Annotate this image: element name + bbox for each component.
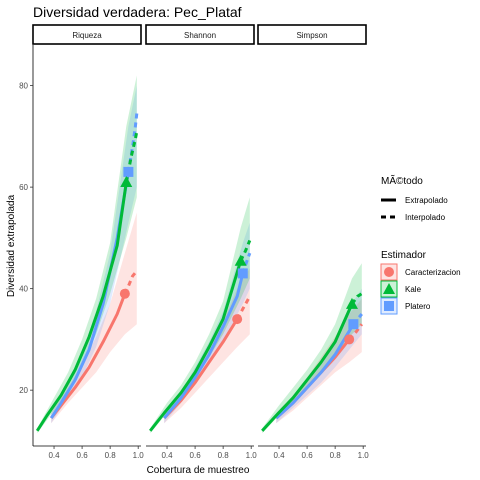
panel-simpson: Simpson 0.4 0.6 0.8 1.0 [257, 24, 370, 460]
y-tick-label: 20 [19, 386, 28, 395]
x-tick-label: 0.4 [161, 451, 173, 460]
x-tick-label: 0.6 [190, 451, 202, 460]
x-tick-label: 0.4 [48, 451, 60, 460]
line-interp-platero [163, 273, 245, 420]
point-platero [348, 319, 359, 330]
x-tick-label: 0.8 [105, 451, 117, 460]
x-tick-label: 1.0 [358, 451, 370, 460]
legend-method-title: MÃ©todo [381, 174, 423, 187]
legend: MÃ©todo Extrapolado Interpolado Estimador Ca… [380, 174, 461, 315]
strip-label: Riqueza [72, 31, 102, 40]
legend-shape-caracterizacion [384, 267, 394, 277]
legend-label-kale: Kale [405, 285, 422, 294]
x-tick-label: 0.8 [218, 451, 230, 460]
panel-shannon: Shannon 0.4 0.6 0.8 1.0 [145, 24, 258, 460]
x-tick-label: 1.0 [246, 451, 258, 460]
x-tick-label: 0.8 [330, 451, 342, 460]
line-extrap-platero [126, 113, 139, 173]
point-platero [123, 166, 134, 177]
point-platero [237, 268, 248, 279]
legend-estimator-title: Estimador [381, 250, 427, 261]
ribbon-platero [51, 85, 137, 424]
line-interp-kale [35, 181, 128, 432]
point-caracterizacion [344, 334, 355, 345]
y-axis-title: Diversidad extrapolada [6, 194, 17, 297]
legend-label-interpolado: Interpolado [405, 213, 446, 222]
line-interp-platero [275, 323, 355, 420]
x-tick-label: 0.6 [302, 451, 314, 460]
y-tick-label: 40 [19, 285, 28, 294]
legend-label-caracterizacion: Caracterizacion [405, 268, 461, 277]
legend-shape-kale [383, 283, 395, 294]
x-tick-label: 0.6 [77, 451, 89, 460]
legend-label-platero: Platero [405, 302, 431, 311]
point-kale [120, 176, 133, 188]
point-kale [234, 254, 247, 266]
line-interp-kale [149, 260, 243, 432]
legend-shape-platero [384, 301, 394, 311]
point-caracterizacion [232, 314, 243, 325]
strip-box [145, 24, 255, 45]
y-tick-label: 60 [19, 183, 28, 192]
point-kale [345, 297, 358, 309]
legend-label-extrapolado: Extrapolado [405, 196, 448, 205]
chart-title: Diversidad verdadera: Pec_Plataf [33, 4, 242, 20]
line-interp-kale [261, 303, 354, 432]
strip-box [32, 24, 142, 45]
facet-panels: Riqueza 20 40 60 80 0.4 0.6 0.8 1.0 Shannon 0.4 0.6… [19, 24, 370, 460]
y-tick-label: 80 [19, 82, 28, 91]
ribbon-kale [262, 263, 362, 434]
ribbon-kale [37, 75, 137, 434]
strip-box [257, 24, 367, 45]
strip-label: Shannon [184, 31, 216, 40]
ribbon-caracterizacion [51, 212, 137, 424]
x-tick-label: 0.4 [273, 451, 285, 460]
strip-label: Simpson [296, 31, 327, 40]
point-caracterizacion [119, 288, 130, 299]
panel-riqueza: Riqueza 20 40 60 80 0.4 0.6 0.8 1.0 [19, 24, 145, 460]
line-extrap-kale [239, 239, 252, 262]
x-axis-title: Cobertura de muestreo [147, 465, 250, 476]
x-tick-label: 1.0 [133, 451, 145, 460]
